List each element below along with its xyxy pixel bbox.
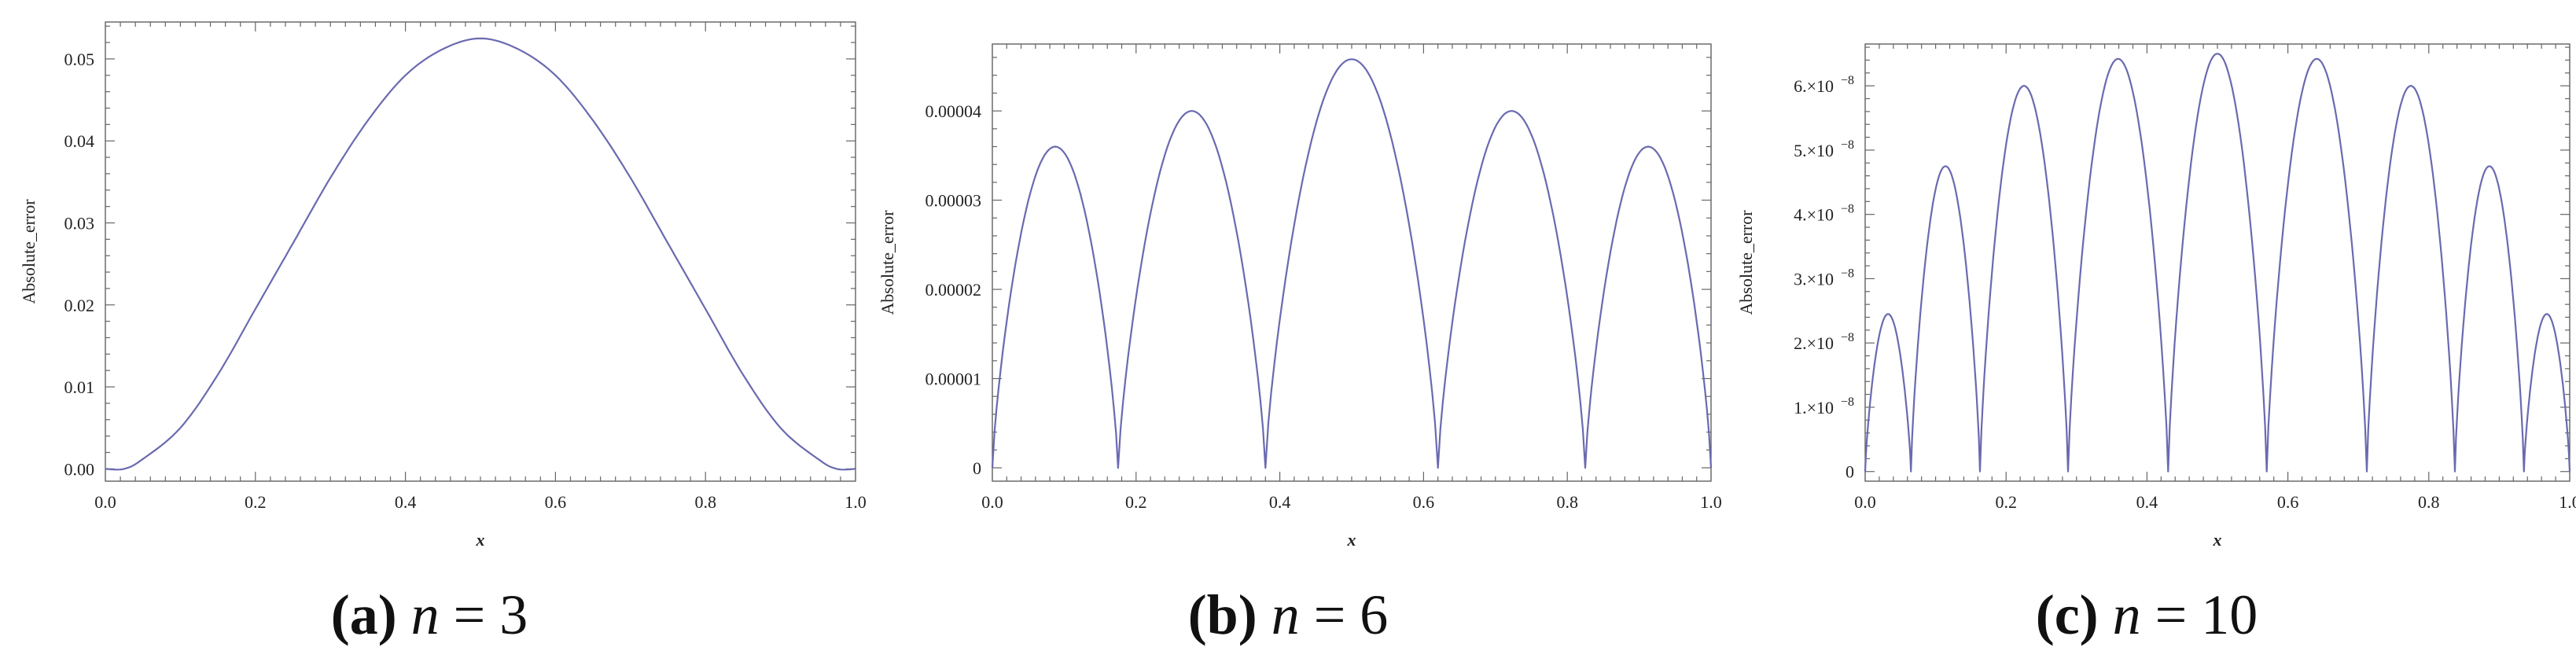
chart-a-x-tick-label: 1.0 — [845, 492, 867, 512]
chart-c-x-tick-label: 0.2 — [1995, 492, 2017, 512]
caption-a: (a) n = 3 — [0, 583, 859, 646]
caption-a-value: = 3 — [439, 583, 528, 646]
chart-a-x-axis-label: x — [476, 530, 485, 550]
caption-a-var: n — [410, 583, 440, 646]
chart-c-x-axis-label: x — [2213, 530, 2222, 550]
chart-c-y-tick-exponent: −8 — [1841, 74, 1854, 87]
caption-a-label: (a) — [330, 583, 397, 646]
chart-b-x-tick-label: 0.6 — [1413, 492, 1435, 512]
chart-b-y-axis-label: Absolute_error — [878, 210, 897, 315]
chart-b-series-line — [991, 58, 1713, 469]
chart-a-x-tick-label: 0.8 — [694, 492, 716, 512]
chart-c-x-tick-label: 0.0 — [1854, 492, 1876, 512]
chart-c-y-tick-label: 2.×10 — [1794, 333, 1834, 353]
chart-c-y-tick-label: 6.×10 — [1794, 76, 1834, 96]
chart-b-x-tick-label: 0.8 — [1556, 492, 1578, 512]
chart-a-y-axis-label: Absolute_error — [19, 199, 39, 304]
chart-c-x-tick-label: 0.8 — [2418, 492, 2440, 512]
chart-b-x-tick-label: 0.4 — [1269, 492, 1291, 512]
chart-c-y-tick-exponent: −8 — [1841, 331, 1854, 344]
chart-a-y-tick-label: 0.01 — [64, 377, 95, 397]
chart-c-y-tick-label: 3.×10 — [1794, 269, 1834, 289]
chart-b-y-tick-label: 0.00001 — [926, 370, 982, 389]
chart-a-y-tick-label: 0.00 — [64, 459, 95, 479]
chart-a-series-line — [105, 37, 856, 471]
panel-a: 0.0 0.2 0.4 0.6 0.8 1.0 0.00 0.01 0.02 0.03 0.04 0.… — [0, 0, 867, 662]
chart-c-y-tick-label: 4.×10 — [1794, 205, 1834, 225]
chart-b-y-tick-label: 0 — [973, 458, 981, 478]
chart-c-series-line — [1864, 53, 2571, 473]
chart-a-frame — [105, 21, 856, 482]
chart-b-svg: 0.0 0.2 0.4 0.6 0.8 1.0 0 0.00001 0.00002 0.00003… — [878, 43, 1722, 550]
caption-c: (c) n = 10 — [1717, 583, 2576, 646]
chart-a-x-tick-label: 0.4 — [395, 492, 417, 512]
chart-b-frame — [992, 43, 1712, 482]
chart-b-y-tick-label: 0.00004 — [926, 101, 982, 121]
chart-c-x-tick-label: 1.0 — [2559, 492, 2576, 512]
panel-c: 0.0 0.2 0.4 0.6 0.8 1.0 0 1.×10 −8 2.×10 −8 3.×10 −8… — [1717, 0, 2576, 662]
chart-a-x-tick-label: 0.2 — [245, 492, 267, 512]
chart-a-y-tick-label: 0.05 — [64, 50, 95, 69]
chart-a-y-tick-label: 0.02 — [64, 296, 95, 315]
caption-c-label: (c) — [2035, 583, 2099, 646]
chart-a-x-tick-label: 0.0 — [94, 492, 116, 512]
caption-b-value: = 6 — [1299, 583, 1389, 646]
caption-b-var: n — [1271, 583, 1300, 646]
chart-a-y-tick-label: 0.03 — [64, 214, 95, 234]
chart-c-y-tick-exponent: −8 — [1841, 138, 1854, 152]
chart-b-y-tick-label: 0.00002 — [926, 280, 982, 300]
chart-c-x-tick-label: 0.6 — [2277, 492, 2299, 512]
chart-a-y-tick-label: 0.04 — [64, 131, 95, 151]
chart-c-y-axis-label: Absolute_error — [1736, 210, 1756, 315]
chart-b-x-tick-label: 0.0 — [981, 492, 1003, 512]
chart-c-y-tick-label: 1.×10 — [1794, 398, 1834, 417]
chart-b-x-tick-label: 0.2 — [1125, 492, 1147, 512]
chart-a-svg: 0.0 0.2 0.4 0.6 0.8 1.0 0.00 0.01 0.02 0.03 0.04 0.… — [19, 21, 867, 550]
chart-b-x-axis-label: x — [1347, 530, 1356, 550]
caption-c-var: n — [2112, 583, 2141, 646]
chart-c-y-tick-exponent: −8 — [1841, 395, 1854, 409]
chart-c-svg: 0.0 0.2 0.4 0.6 0.8 1.0 0 1.×10 −8 2.×10 −8 3.×10 −8… — [1736, 43, 2576, 550]
chart-c-y-tick-label: 5.×10 — [1794, 141, 1834, 160]
chart-c-x-tick-label: 0.4 — [2136, 492, 2158, 512]
caption-c-value: = 10 — [2140, 583, 2258, 646]
panel-b: 0.0 0.2 0.4 0.6 0.8 1.0 0 0.00001 0.00002 0.00003… — [859, 0, 1722, 662]
chart-b-x-tick-label: 1.0 — [1700, 492, 1722, 512]
chart-c-y-tick-exponent: −8 — [1841, 267, 1854, 280]
chart-c-frame — [1864, 43, 2570, 482]
chart-c-y-tick-exponent: −8 — [1841, 203, 1854, 216]
chart-c-y-tick-label: 0 — [1846, 462, 1854, 482]
caption-b: (b) n = 6 — [859, 583, 1717, 646]
chart-a-x-tick-label: 0.6 — [545, 492, 567, 512]
caption-b-label: (b) — [1187, 583, 1257, 646]
chart-b-y-tick-label: 0.00003 — [926, 191, 982, 211]
